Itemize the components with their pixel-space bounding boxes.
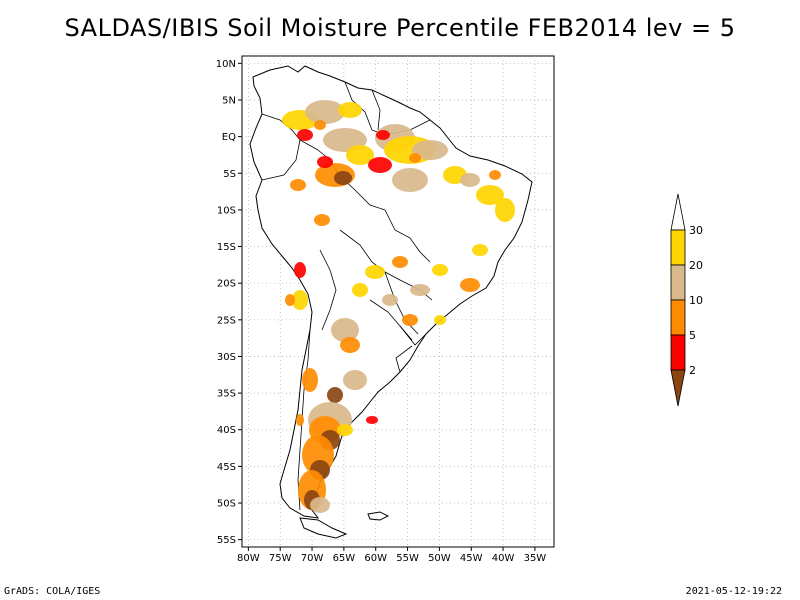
moisture-patch [337, 424, 353, 436]
legend-swatch [670, 264, 686, 301]
moisture-patch [460, 278, 480, 292]
moisture-patch [352, 283, 368, 297]
y-tick-label: 5S [223, 169, 236, 180]
y-tick-label: 35S [217, 389, 236, 400]
x-tick-label: 35W [524, 553, 547, 564]
moisture-patch [368, 157, 392, 173]
y-tick-label: 5N [222, 95, 236, 106]
x-tick-label: 45W [460, 553, 483, 564]
moisture-patch [346, 145, 374, 165]
moisture-patch [392, 168, 428, 192]
moisture-patch [292, 290, 308, 310]
moisture-patch [297, 129, 313, 141]
moisture-patch [460, 173, 480, 187]
moisture-patch [476, 185, 504, 205]
falkland-islands [367, 511, 390, 521]
moisture-patch [338, 102, 362, 118]
moisture-patch [317, 156, 333, 168]
legend-swatch [670, 229, 686, 266]
y-tick-label: EQ [222, 132, 236, 143]
soil-moisture-overlay [282, 100, 515, 513]
y-tick-label: 40S [217, 425, 236, 436]
moisture-patch [285, 294, 295, 306]
footer-timestamp: 2021-05-12-19:22 [685, 586, 782, 597]
legend-label: 2 [689, 364, 696, 377]
y-tick-label: 25S [217, 315, 236, 326]
moisture-patch [472, 244, 488, 256]
lon-tick-labels: 80W 75W 70W 65W 60W 55W 50W 45W 40W 35W [237, 547, 546, 564]
moisture-patch [434, 315, 446, 325]
moisture-patch [402, 314, 418, 326]
footer-credit: GrADS: COLA/IGES [4, 586, 101, 597]
legend-tip-top [670, 193, 686, 231]
legend-swatch [670, 334, 686, 371]
moisture-patch [376, 130, 390, 140]
x-tick-label: 75W [269, 553, 292, 564]
legend-swatch [670, 299, 686, 336]
y-tick-label: 50S [217, 499, 236, 510]
moisture-patch [331, 318, 359, 342]
y-tick-label: 20S [217, 279, 236, 290]
legend-label: 20 [689, 259, 703, 272]
y-tick-label: 10N [216, 59, 236, 70]
moisture-patch [409, 153, 421, 163]
legend-label: 5 [689, 329, 696, 342]
moisture-patch [412, 140, 448, 160]
y-tick-label: 30S [217, 352, 236, 363]
x-tick-label: 60W [364, 553, 387, 564]
moisture-patch [432, 264, 448, 276]
legend-label: 10 [689, 294, 703, 307]
moisture-patch [334, 171, 352, 185]
x-tick-label: 70W [301, 553, 324, 564]
moisture-patch [365, 265, 385, 279]
y-tick-label: 10S [217, 205, 236, 216]
tierra-del-fuego [299, 517, 348, 539]
moisture-patch [314, 120, 326, 130]
moisture-patch [305, 100, 345, 124]
x-tick-label: 40W [492, 553, 515, 564]
y-tick-label: 45S [217, 462, 236, 473]
moisture-patch [340, 337, 360, 353]
moisture-patch [495, 198, 515, 222]
y-tick-label: 55S [217, 535, 236, 546]
moisture-patch [294, 262, 306, 278]
legend-tip-bottom [670, 369, 686, 407]
x-tick-label: 55W [396, 553, 419, 564]
moisture-patch [302, 368, 318, 392]
lat-tick-labels: 10N 5N EQ 5S 10S 15S 20S 25S 30S 35S 40S 45S 50S 55S [216, 59, 242, 546]
moisture-patch [296, 414, 304, 426]
moisture-patch [314, 214, 330, 226]
moisture-patch [410, 284, 430, 296]
moisture-patch [392, 256, 408, 268]
moisture-patch [382, 294, 398, 306]
moisture-patch [489, 170, 501, 180]
moisture-patch [290, 179, 306, 191]
x-tick-label: 50W [428, 553, 451, 564]
y-tick-label: 15S [217, 242, 236, 253]
x-tick-label: 65W [333, 553, 356, 564]
moisture-patch [366, 416, 378, 424]
map-title: SALDAS/IBIS Soil Moisture Percentile FEB… [64, 14, 736, 42]
x-tick-label: 80W [237, 553, 260, 564]
moisture-patch [327, 387, 343, 403]
moisture-patch [310, 497, 330, 513]
moisture-patch [343, 370, 367, 390]
legend-label: 30 [689, 224, 703, 237]
colorbar-legend: 30 20 10 5 2 [670, 193, 703, 407]
